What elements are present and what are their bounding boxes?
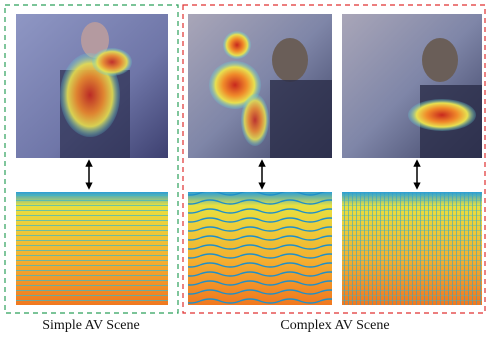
photo-simple	[16, 14, 168, 158]
caption: Simple AV Scene	[42, 318, 140, 333]
spectrogram-complex-2	[342, 192, 482, 305]
photo-complex-2	[342, 14, 482, 158]
spectrogram-complex-1	[188, 192, 332, 305]
caption: Complex AV Scene	[280, 318, 389, 333]
figure: Simple AV Scene Complex AV Scene	[0, 0, 490, 339]
photo-complex-1	[188, 14, 332, 158]
spectrogram-simple	[16, 192, 168, 305]
